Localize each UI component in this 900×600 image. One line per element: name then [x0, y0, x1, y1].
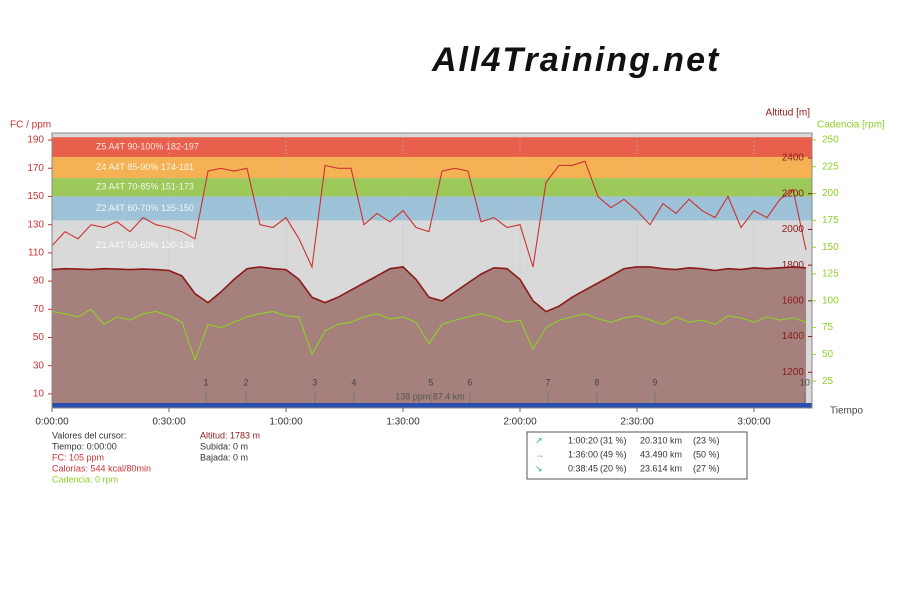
summary-cell: 0:38:45 — [568, 463, 598, 473]
y2-axis-title: Altitud [m] — [766, 108, 811, 119]
bottom-band — [52, 403, 812, 408]
summary-cell: 1:36:00 — [568, 449, 598, 459]
summary-cell: (31 %) — [600, 435, 627, 445]
zone-label: Z1 A4T 50-60% 130-134 — [96, 240, 194, 250]
cursor-down: Bajada: 0 m — [200, 452, 248, 462]
summary-cell: (49 %) — [600, 449, 627, 459]
cursor-time: Tiempo: 0:00:00 — [52, 441, 117, 451]
summary-cell: 20.310 km — [640, 435, 682, 445]
series-line — [51, 308, 807, 362]
cursor-title: Valores del cursor: — [52, 430, 126, 440]
x-tick-label: 3:00:00 — [737, 417, 771, 428]
summary-cell: ↘ — [535, 463, 543, 473]
y3-tick-label: 175 — [822, 215, 839, 226]
y2-tick-label: 2200 — [782, 188, 805, 199]
cursor-up: Subida: 0 m — [200, 441, 248, 451]
y-tick-label: 170 — [27, 163, 44, 174]
y-tick-label: 190 — [27, 135, 44, 146]
y2-tick-label: 1200 — [782, 367, 805, 378]
summary-cell: (20 %) — [600, 463, 627, 473]
x-tick-label: 0:00:00 — [35, 417, 69, 428]
y-tick-label: 150 — [27, 191, 44, 202]
y-tick-label: 90 — [33, 276, 45, 287]
zone-label: Z4 A4T 85-90% 174-181 — [96, 162, 194, 172]
cursor-cadence: Cadencia: 0 rpm — [52, 474, 118, 484]
summary-box — [526, 431, 748, 480]
zone-label: Z3 A4T 70-85% 151-173 — [96, 182, 194, 192]
zone-band — [52, 178, 812, 197]
zone-band — [52, 196, 812, 221]
zone-band — [52, 220, 812, 272]
y3-tick-label: 150 — [822, 242, 839, 253]
summary-cell: (23 %) — [693, 435, 720, 445]
y3-tick-label: 75 — [822, 322, 834, 333]
brand-logo: All4Training.net — [431, 41, 720, 79]
y3-tick-label: 200 — [822, 188, 839, 199]
lap-label: 7 — [545, 377, 550, 387]
lap-label: 10 — [800, 377, 810, 387]
lap-label: 4 — [351, 377, 356, 387]
y-tick-label: 30 — [33, 360, 45, 371]
y-tick-label: 70 — [33, 304, 45, 315]
annotation: 138 ppm 87.4 km — [395, 391, 465, 401]
y-tick-label: 50 — [33, 332, 45, 343]
lap-label: 1 — [203, 377, 208, 387]
y2-tick-label: 1400 — [782, 331, 805, 342]
y3-tick-label: 25 — [822, 376, 834, 387]
y3-tick-label: 125 — [822, 269, 839, 280]
y-tick-label: 110 — [28, 248, 44, 259]
x-tick-label: 2:00:00 — [503, 417, 537, 428]
cursor-hr: FC: 105 ppm — [52, 452, 104, 462]
y3-axis-title: Cadencia [rpm] — [817, 120, 885, 131]
y-axis-title: FC / ppm — [10, 120, 51, 131]
plot-frame — [51, 132, 813, 409]
x-tick-label: 1:00:00 — [269, 417, 303, 428]
summary-cell: (27 %) — [693, 463, 720, 473]
series-line — [51, 160, 807, 269]
lap-label: 5 — [428, 377, 433, 387]
summary-cell: 1:00:20 — [568, 435, 598, 445]
x-tick-label: 2:30:00 — [620, 417, 654, 428]
zone-label: Z5 A4T 90-100% 182-197 — [96, 141, 199, 151]
lap-label: 8 — [594, 377, 599, 387]
zone-band — [52, 156, 812, 179]
y3-tick-label: 225 — [822, 161, 839, 172]
lap-label: 9 — [652, 377, 657, 387]
y3-tick-label: 50 — [822, 349, 834, 360]
summary-cell: 43.490 km — [640, 449, 682, 459]
lap-label: 2 — [243, 377, 248, 387]
y2-tick-label: 1600 — [782, 295, 805, 306]
y2-tick-label: 1800 — [782, 260, 805, 271]
summary-cell: → — [535, 449, 544, 459]
altitude-area — [52, 266, 807, 408]
y3-tick-label: 100 — [822, 295, 839, 306]
cursor-calories: Calorías: 544 kcal/80min — [52, 463, 151, 473]
y2-tick-label: 2000 — [782, 224, 805, 235]
series-line — [51, 266, 807, 313]
y-tick-label: 130 — [27, 219, 44, 230]
y2-tick-label: 2400 — [782, 153, 805, 164]
zone-label: Z2 A4T 60-70% 135-150 — [96, 203, 194, 213]
x-axis-title: Tiempo — [830, 406, 863, 417]
summary-cell: ↗ — [535, 435, 543, 445]
y3-tick-label: 250 — [822, 135, 839, 146]
summary-cell: 23.614 km — [640, 463, 682, 473]
lap-label: 6 — [467, 377, 472, 387]
zone-band — [52, 137, 812, 157]
x-tick-label: 0:30:00 — [152, 417, 186, 428]
x-tick-label: 1:30:00 — [386, 417, 420, 428]
lap-label: 3 — [312, 377, 317, 387]
cursor-altitude: Altitud: 1783 m — [200, 430, 260, 440]
y-tick-label: 10 — [33, 389, 45, 400]
summary-cell: (50 %) — [693, 449, 720, 459]
